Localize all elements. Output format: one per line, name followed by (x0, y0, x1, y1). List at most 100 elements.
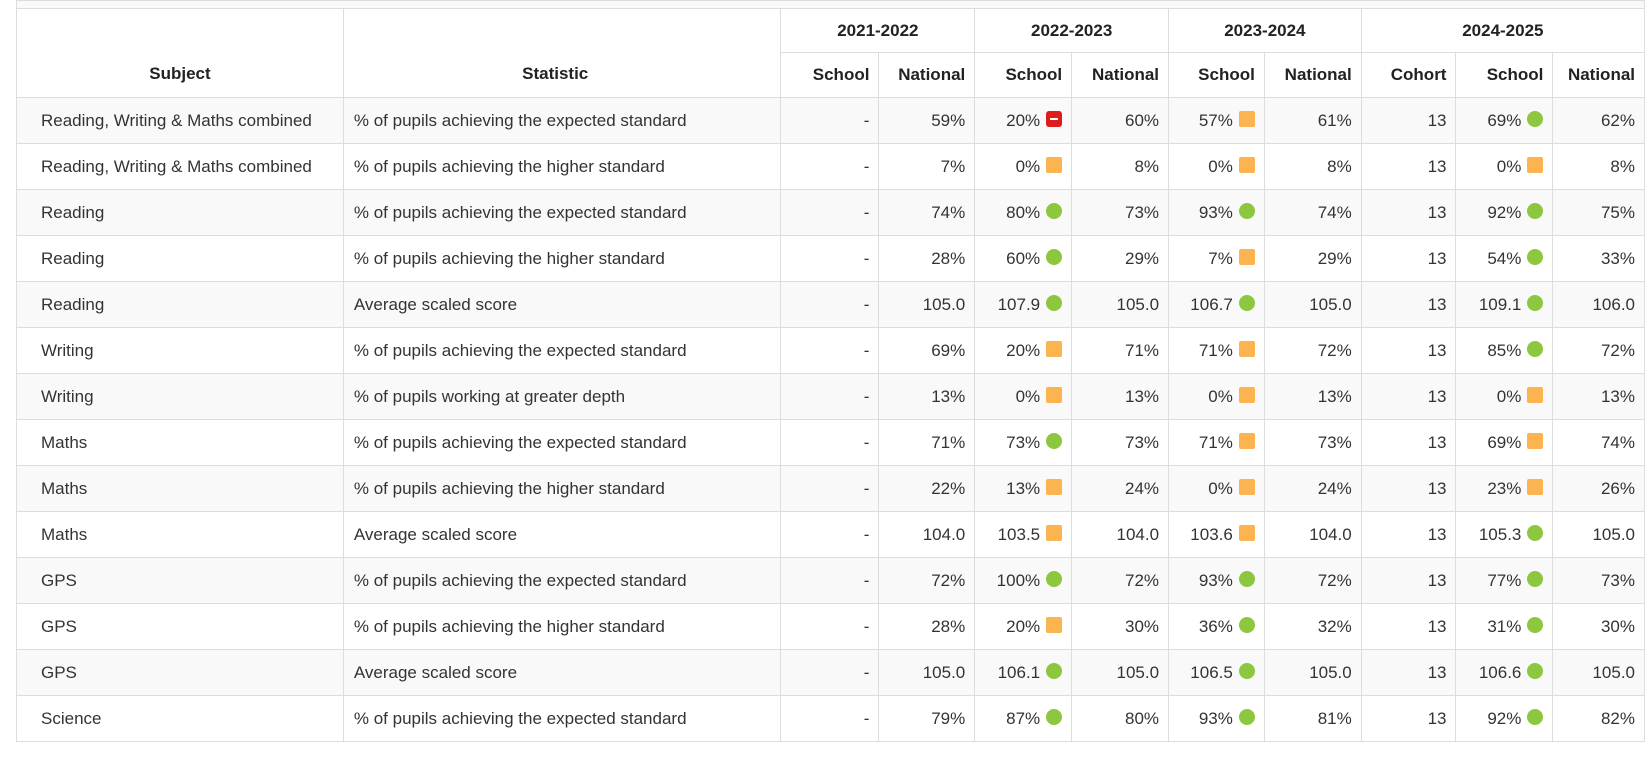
subject-cell: Writing (16, 327, 344, 374)
school-result-cell: 87% (974, 695, 1073, 742)
school-result-cell: 106.7 (1168, 281, 1265, 328)
national-value-cell: 13% (878, 373, 976, 420)
school-value: 106.1 (997, 662, 1041, 682)
national-value-cell: 74% (1552, 419, 1645, 466)
header-school: School (974, 52, 1073, 98)
national-value-cell: 13% (1263, 373, 1362, 420)
national-value-cell: 73% (1071, 419, 1170, 466)
school-value: 20% (1006, 340, 1041, 360)
school-value: 105.3 (1478, 524, 1522, 544)
national-value-cell: 69% (878, 327, 976, 374)
statistic-cell: % of pupils achieving the expected stand… (342, 97, 782, 144)
header-row-years: Subject Statistic 2021-2022 2022-2023 20… (16, 8, 1646, 98)
statistic-cell: % of pupils achieving the expected stand… (342, 189, 782, 236)
national-value-cell: 105.0 (1071, 281, 1170, 328)
header-school: School (1168, 52, 1265, 98)
national-value-cell: 79% (878, 695, 976, 742)
national-value-cell: 104.0 (1071, 511, 1170, 558)
school-value: 36% (1198, 616, 1233, 636)
table-row: GPS% of pupils achieving the expected st… (16, 557, 1645, 604)
school-value: 106.6 (1478, 662, 1522, 682)
national-value-cell: 13% (1071, 373, 1170, 420)
school-value: 0% (1496, 386, 1522, 406)
school-value-cell: - (780, 649, 880, 696)
green-circle-icon (1527, 524, 1544, 541)
school-result-cell: 0% (974, 143, 1073, 190)
school-result-cell: 23% (1455, 465, 1554, 512)
school-value: 31% (1487, 616, 1522, 636)
header-row-columns: School National School National School N… (17, 52, 1645, 98)
cohort-value-cell: 13 (1360, 327, 1457, 374)
header-national: National (878, 52, 976, 98)
green-circle-icon (1046, 294, 1063, 311)
table-row: GPS% of pupils achieving the higher stan… (16, 603, 1645, 650)
subject-cell: Reading (16, 235, 344, 282)
header-subject[interactable]: Subject (16, 8, 344, 98)
cohort-value-cell: 13 (1360, 373, 1457, 420)
school-value-cell: - (780, 373, 880, 420)
subject-cell: Science (16, 695, 344, 742)
school-value: 54% (1487, 248, 1522, 268)
table-row: Reading% of pupils achieving the higher … (16, 235, 1645, 282)
header-school: School (1455, 52, 1554, 98)
school-value: 0% (1208, 478, 1233, 498)
school-value: 106.7 (1190, 294, 1233, 314)
school-value: 107.9 (997, 294, 1041, 314)
green-circle-icon (1238, 708, 1255, 725)
subject-cell: Reading, Writing & Maths combined (16, 97, 344, 144)
green-circle-icon (1046, 570, 1063, 587)
table-row: Science% of pupils achieving the expecte… (16, 695, 1645, 742)
school-value-cell: - (780, 465, 880, 512)
school-result-cell: 106.5 (1168, 649, 1265, 696)
school-value: 93% (1198, 708, 1233, 728)
school-value: 20% (1006, 110, 1041, 130)
national-value-cell: 80% (1071, 695, 1170, 742)
school-value: 77% (1487, 570, 1522, 590)
statistic-cell: Average scaled score (342, 649, 782, 696)
green-circle-icon (1238, 662, 1255, 679)
amber-square-icon (1527, 478, 1544, 495)
green-circle-icon (1527, 294, 1544, 311)
national-value-cell: 72% (1263, 557, 1362, 604)
school-result-cell: 36% (1168, 603, 1265, 650)
national-value-cell: 105.0 (1263, 649, 1362, 696)
school-value-cell: - (780, 189, 880, 236)
national-value-cell: 72% (1071, 557, 1170, 604)
amber-square-icon (1046, 478, 1063, 495)
cohort-value-cell: 13 (1360, 649, 1457, 696)
header-national: National (1263, 52, 1362, 98)
table-body: Reading, Writing & Maths combined% of pu… (16, 97, 1645, 742)
table-row: Maths% of pupils achieving the higher st… (16, 465, 1645, 512)
header-statistic[interactable]: Statistic (342, 8, 782, 98)
school-result-cell: 80% (974, 189, 1073, 236)
header-national: National (1071, 52, 1170, 98)
school-value: 0% (1015, 386, 1041, 406)
table-row: Reading Average scaled score -105.0 107.9 10… (16, 281, 1645, 328)
national-value-cell: 81% (1263, 695, 1362, 742)
school-result-cell: 93% (1168, 557, 1265, 604)
school-result-cell: 57% (1168, 97, 1265, 144)
national-value-cell: 74% (878, 189, 976, 236)
green-circle-icon (1046, 708, 1063, 725)
green-circle-icon (1527, 110, 1544, 127)
table-row: Maths Average scaled score -104.0 103.5 104.… (16, 511, 1645, 558)
national-value-cell: 30% (1071, 603, 1170, 650)
school-result-cell: 0% (1455, 373, 1554, 420)
table-row: Maths% of pupils achieving the expected … (16, 419, 1645, 466)
cohort-value-cell: 13 (1360, 465, 1457, 512)
school-result-cell: 103.6 (1168, 511, 1265, 558)
school-result-cell: 109.1 (1455, 281, 1554, 328)
school-value: 71% (1198, 432, 1233, 452)
school-value-cell: - (780, 695, 880, 742)
school-value: 57% (1198, 110, 1233, 130)
national-value-cell: 28% (878, 235, 976, 282)
national-value-cell: 104.0 (878, 511, 976, 558)
school-result-cell: 54% (1455, 235, 1554, 282)
table-top-strip (16, 0, 1645, 8)
green-circle-icon (1527, 662, 1544, 679)
green-circle-icon (1238, 616, 1255, 633)
national-value-cell: 32% (1263, 603, 1362, 650)
statistic-cell: % of pupils achieving the higher standar… (342, 603, 782, 650)
statistic-cell: % of pupils achieving the higher standar… (342, 465, 782, 512)
amber-square-icon (1238, 248, 1255, 265)
